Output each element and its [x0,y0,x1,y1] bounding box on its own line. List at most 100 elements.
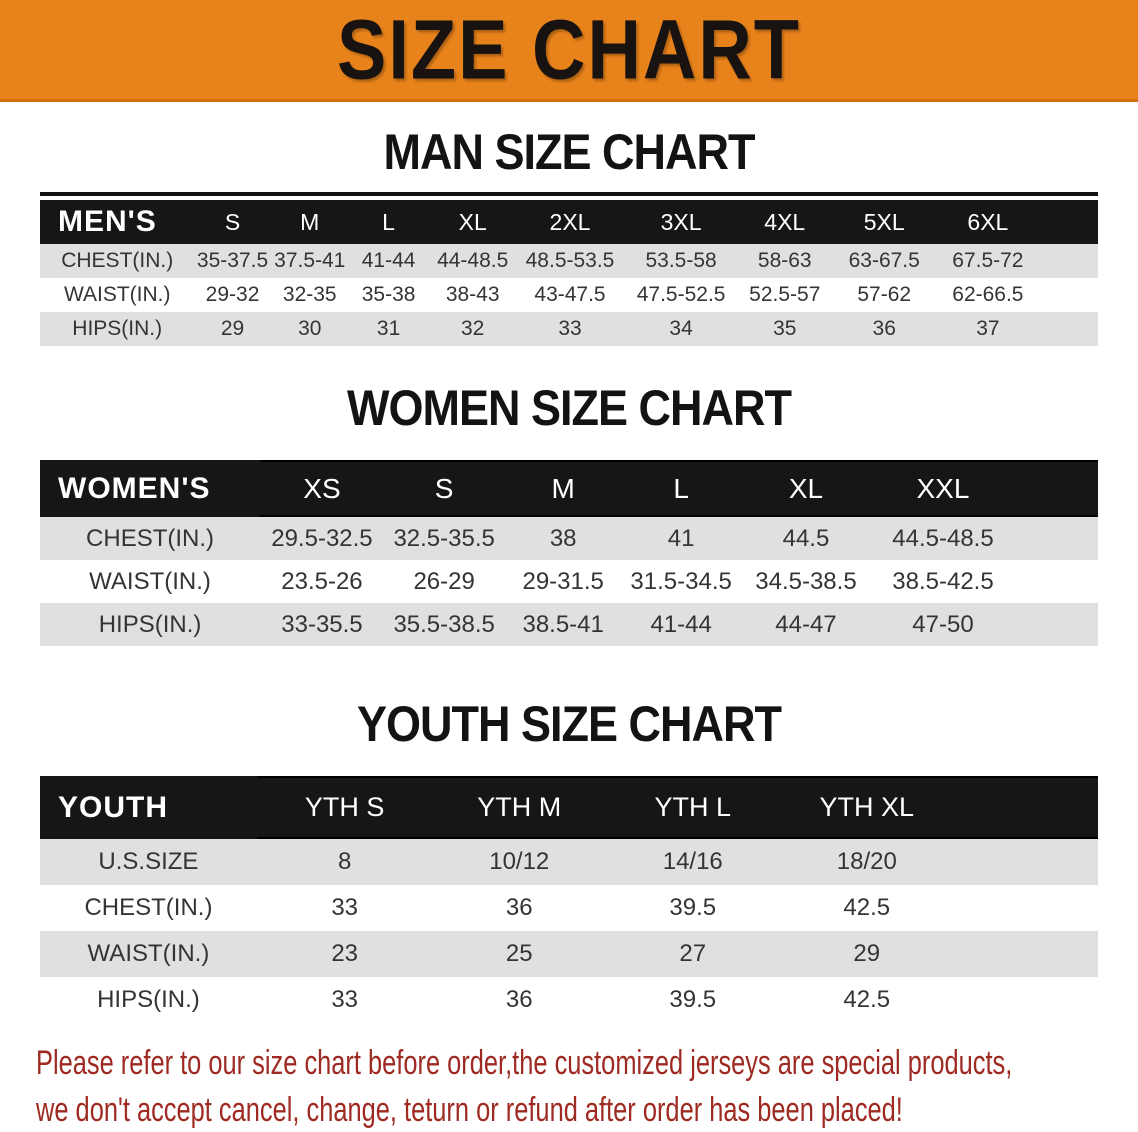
size-cell: 35 [739,312,831,346]
women-header-label: WOMEN'S [40,460,261,517]
row-label: U.S.SIZE [40,839,257,885]
size-cell: 38 [504,517,622,560]
men-header-label: MEN'S [40,200,195,244]
row-label: CHEST(IN.) [40,517,261,560]
size-cell: 38-43 [428,278,518,312]
size-cell: 32-35 [270,278,349,312]
youth-col-header-xl: YTH XL [779,776,955,839]
youth-col-header-s: YTH S [256,776,433,839]
spacer-cell [1014,560,1098,603]
youth-size-table: YOUTH YTH S YTH M YTH L YTH XL U.S.SIZE … [40,776,1098,1023]
spacer-cell [954,839,1098,885]
row-label: WAIST(IN.) [40,931,257,977]
women-header-spacer [1014,460,1098,517]
size-chart-banner: SIZE CHART [0,0,1138,102]
size-cell: 34.5-38.5 [740,560,872,603]
size-cell: 35-37.5 [194,244,271,278]
size-cell: 18/20 [779,839,955,885]
spacer-cell [1037,278,1098,312]
women-chest-row: CHEST(IN.) 29.5-32.5 32.5-35.5 38 41 44.… [40,517,1098,560]
women-col-header-xxl: XXL [871,460,1015,517]
size-cell: 38.5-42.5 [871,560,1015,603]
size-cell: 47-50 [871,603,1015,646]
men-header-row: MEN'S S M L XL 2XL 3XL 4XL 5XL 6XL [40,200,1098,244]
youth-header-label: YOUTH [40,776,257,839]
disclaimer: Please refer to our size chart before or… [36,1042,1138,1132]
size-cell: 32.5-35.5 [383,517,505,560]
spacer-cell [1037,244,1098,278]
women-col-header-xs: XS [260,460,384,517]
women-section-heading: WOMEN SIZE CHART [0,378,1138,436]
size-cell: 27 [606,931,780,977]
size-cell: 37 [938,312,1038,346]
size-cell: 41-44 [621,603,741,646]
size-cell: 35.5-38.5 [383,603,505,646]
youth-heading-text: YOUTH SIZE CHART [356,694,782,752]
women-waist-row: WAIST(IN.) 23.5-26 26-29 29-31.5 31.5-34… [40,560,1098,603]
men-col-header-s: S [194,200,271,244]
size-cell: 33 [517,312,623,346]
size-cell: 57-62 [830,278,939,312]
disclaimer-line-2: we don't accept cancel, change, teturn o… [36,1089,903,1130]
size-cell: 8 [256,839,433,885]
men-header-spacer [1037,200,1098,244]
spacer-cell [1014,517,1098,560]
spacer-cell [1014,603,1098,646]
size-cell: 14/16 [606,839,780,885]
size-cell: 44.5 [740,517,872,560]
banner-title: SIZE CHART [337,2,801,97]
women-size-table: WOMEN'S XS S M L XL XXL CHEST(IN.) 29.5-… [40,460,1098,646]
women-heading-text: WOMEN SIZE CHART [347,378,792,436]
size-cell: 25 [432,931,606,977]
size-cell: 29-32 [194,278,271,312]
youth-hips-row: HIPS(IN.) 33 36 39.5 42.5 [40,977,1098,1023]
row-label: WAIST(IN.) [40,278,195,312]
row-label: HIPS(IN.) [40,603,261,646]
row-label: CHEST(IN.) [40,244,195,278]
men-section-heading: MAN SIZE CHART [0,123,1138,180]
men-col-header-6xl: 6XL [938,200,1038,244]
size-cell: 42.5 [779,977,955,1023]
youth-chest-row: CHEST(IN.) 33 36 39.5 42.5 [40,885,1098,931]
men-size-table: MEN'S S M L XL 2XL 3XL 4XL 5XL 6XL CHEST… [40,200,1098,346]
size-cell: 23 [256,931,433,977]
men-chest-row: CHEST(IN.) 35-37.5 37.5-41 41-44 44-48.5… [40,244,1098,278]
women-col-header-s: S [383,460,505,517]
women-col-header-m: M [504,460,622,517]
men-hips-row: HIPS(IN.) 29 30 31 32 33 34 35 36 37 [40,312,1098,346]
size-cell: 63-67.5 [830,244,939,278]
spacer-cell [1037,312,1098,346]
size-cell: 47.5-52.5 [622,278,740,312]
men-col-header-3xl: 3XL [622,200,740,244]
men-col-header-l: L [348,200,429,244]
men-waist-row: WAIST(IN.) 29-32 32-35 35-38 38-43 43-47… [40,278,1098,312]
men-col-header-4xl: 4XL [739,200,831,244]
size-cell: 42.5 [779,885,955,931]
disclaimer-line-1: Please refer to our size chart before or… [36,1042,1013,1083]
men-col-header-5xl: 5XL [830,200,939,244]
row-label: HIPS(IN.) [40,312,195,346]
size-cell: 10/12 [432,839,606,885]
men-col-header-xl: XL [428,200,518,244]
size-cell: 44-47 [740,603,872,646]
size-cell: 44-48.5 [428,244,518,278]
size-cell: 37.5-41 [270,244,349,278]
size-cell: 29-31.5 [504,560,622,603]
size-cell: 44.5-48.5 [871,517,1015,560]
size-cell: 29 [779,931,955,977]
size-cell: 34 [622,312,740,346]
size-cell: 58-63 [739,244,831,278]
size-cell: 36 [432,885,606,931]
women-col-header-l: L [621,460,741,517]
size-cell: 23.5-26 [260,560,384,603]
size-cell: 62-66.5 [938,278,1038,312]
size-cell: 33 [256,885,433,931]
size-cell: 67.5-72 [938,244,1038,278]
size-cell: 29.5-32.5 [260,517,384,560]
men-table-top-rule [40,192,1098,196]
size-cell: 26-29 [383,560,505,603]
row-label: CHEST(IN.) [40,885,257,931]
women-hips-row: HIPS(IN.) 33-35.5 35.5-38.5 38.5-41 41-4… [40,603,1098,646]
size-cell: 30 [270,312,349,346]
youth-waist-row: WAIST(IN.) 23 25 27 29 [40,931,1098,977]
